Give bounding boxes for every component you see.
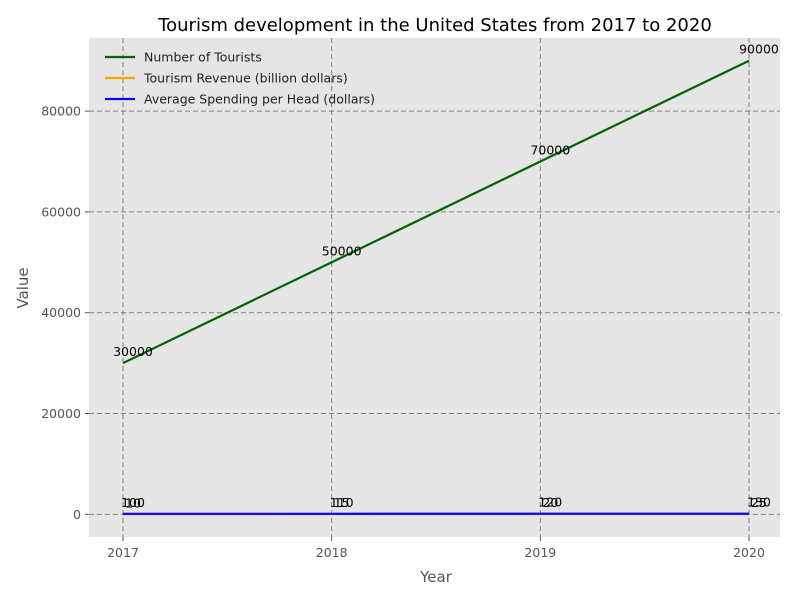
data-label: 100 xyxy=(121,495,145,510)
legend: Number of Tourists Tourism Revenue (billi… xyxy=(105,50,375,107)
axis-ticks: 2017 2018 2019 2020 0 20000 40000 60000 80000 xyxy=(41,104,765,560)
x-tick-label: 2020 xyxy=(733,545,765,560)
data-labels: 30000 50000 70000 90000 10 15 20 25 100 110 120 130 xyxy=(113,42,779,511)
series-line xyxy=(122,59,750,365)
data-label: 25 xyxy=(751,495,767,510)
x-tick-label: 2019 xyxy=(524,545,556,560)
x-axis-label: Year xyxy=(419,568,453,586)
y-tick-label: 60000 xyxy=(41,204,81,219)
x-tick-label: 2017 xyxy=(107,545,139,560)
series xyxy=(122,59,750,516)
chart-title: Tourism development in the United States… xyxy=(157,15,712,36)
y-tick-label: 20000 xyxy=(41,406,81,421)
y-axis-label: Value xyxy=(14,267,32,308)
legend-entry: Tourism Revenue (billion dollars) xyxy=(143,71,348,86)
legend-entry: Average Spending per Head (dollars) xyxy=(144,92,375,107)
x-tick-label: 2018 xyxy=(316,545,348,560)
legend-entry: Number of Tourists xyxy=(144,50,262,65)
data-label: 120 xyxy=(538,495,562,510)
data-label: 15 xyxy=(334,495,350,510)
data-label: 130 xyxy=(747,495,771,510)
data-label: 90000 xyxy=(739,42,779,57)
data-label: 10 xyxy=(125,495,141,510)
data-label: 70000 xyxy=(530,142,570,157)
data-label: 20 xyxy=(542,495,558,510)
y-tick-label: 0 xyxy=(73,507,81,522)
data-label: 30000 xyxy=(113,344,153,359)
data-label: 110 xyxy=(330,495,354,510)
y-tick-label: 40000 xyxy=(41,305,81,320)
data-label: 50000 xyxy=(322,243,362,258)
y-tick-label: 80000 xyxy=(41,104,81,119)
plot-background xyxy=(89,38,780,537)
